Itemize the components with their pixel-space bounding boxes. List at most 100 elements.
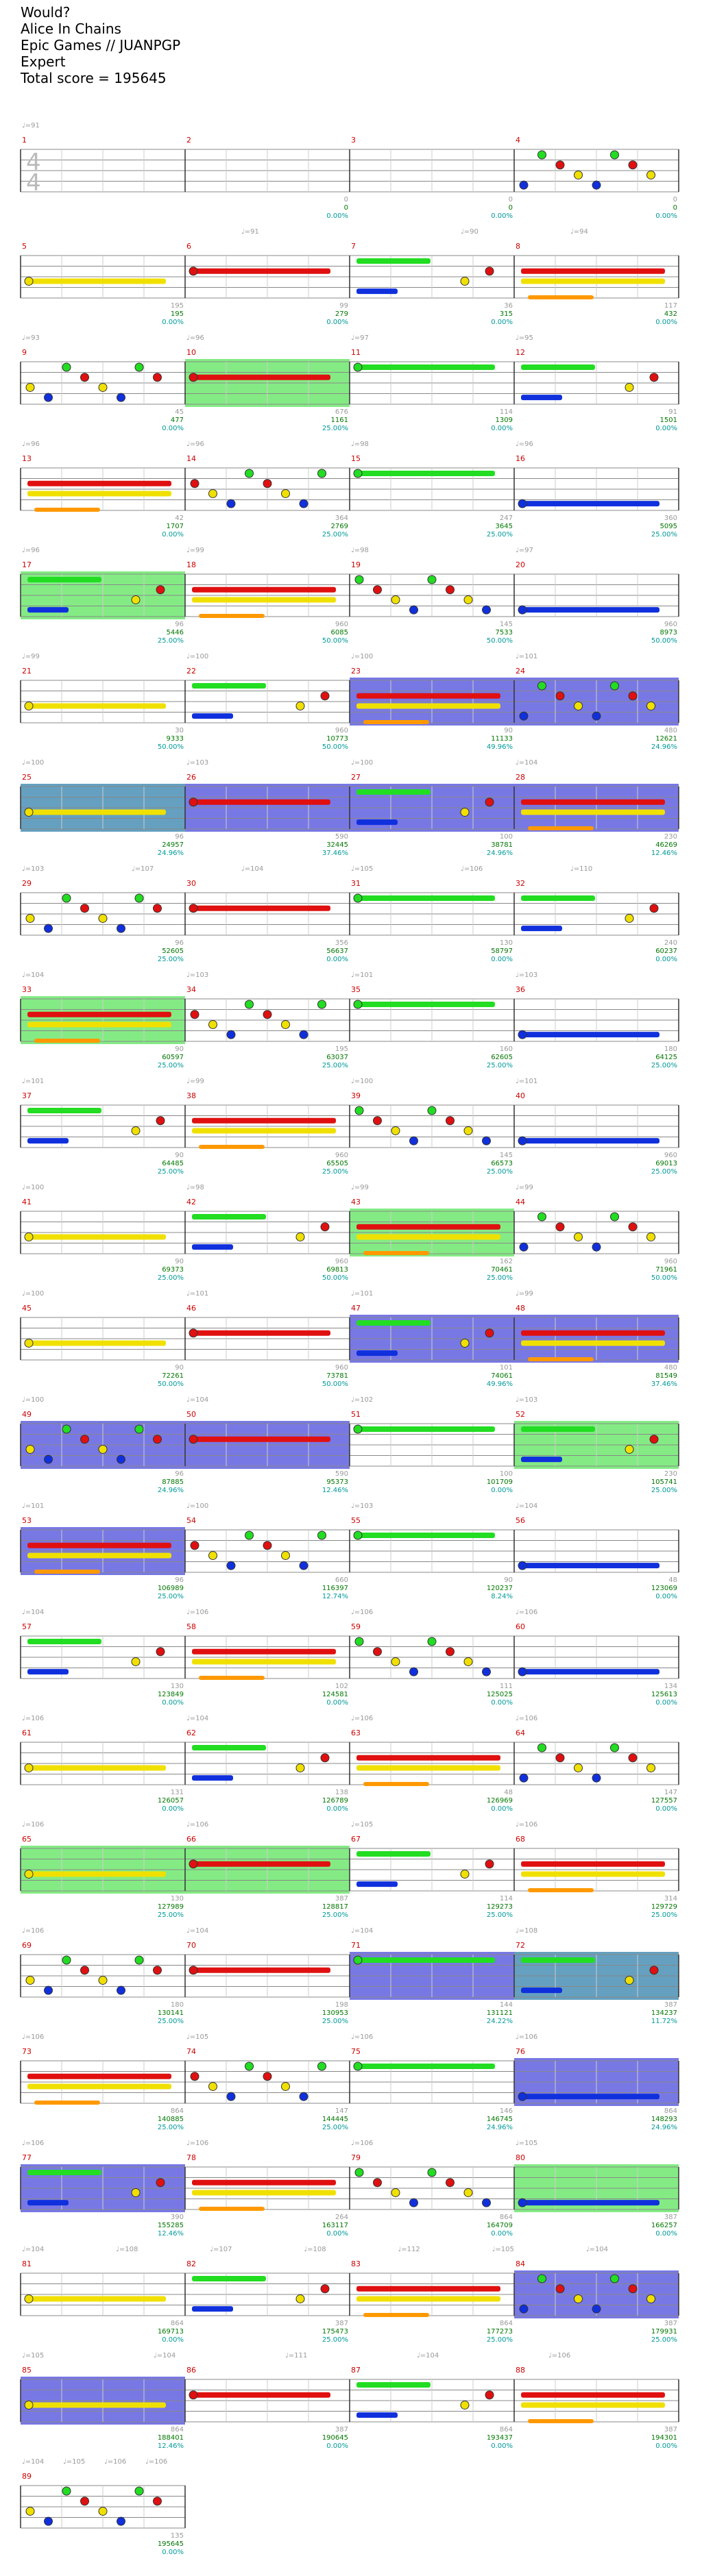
- measure-percent: 25.00%: [158, 1593, 184, 1600]
- measure-number: 33: [22, 985, 32, 994]
- note-gem: [446, 1116, 455, 1126]
- tempo-mark: ♩=107: [210, 2246, 232, 2253]
- tempo-mark: ♩=106: [104, 2458, 126, 2466]
- measure-number: 4: [516, 136, 520, 145]
- measure-total-score: 1309: [496, 417, 513, 424]
- measure-percent: 25.00%: [651, 1911, 677, 1919]
- measure-percent: 25.00%: [158, 637, 184, 645]
- measure-number: 72: [516, 1941, 525, 1950]
- tempo-mark: ♩=99: [186, 547, 204, 554]
- chart-row-21: ♩=104 ♩=108 ♩=107 ♩=108 ♩=112 ♩=105 ♩=104 81 864…: [20, 2246, 679, 2344]
- note-gem: [625, 913, 634, 923]
- note-gem: [519, 2304, 529, 2314]
- sustain-note: [34, 508, 100, 512]
- chart-row-19: ♩=106 ♩=105 ♩=106 ♩=1067386414088525.00%741…: [20, 2033, 679, 2131]
- measure-note-score: 117: [664, 302, 677, 310]
- measure-total-score: 126789: [322, 1797, 348, 1805]
- tempo-mark: ♩=104: [241, 865, 263, 873]
- sustain-note: [521, 395, 562, 401]
- measure-total-score: 10773: [326, 735, 348, 743]
- measure-number: 84: [516, 2259, 525, 2268]
- sustain-note: [193, 905, 330, 911]
- note-gem: [25, 2506, 35, 2516]
- measure-total-score: 12621: [655, 735, 677, 743]
- tempo-mark: ♩=96: [186, 441, 204, 448]
- measure-number: 71: [351, 1941, 361, 1950]
- sustain-note: [356, 1755, 500, 1761]
- tempo-mark: ♩=104: [22, 1609, 44, 1616]
- sustain-note: [193, 268, 330, 274]
- note-gem: [156, 1647, 165, 1657]
- sustain-note: [521, 278, 665, 284]
- note-gem: [62, 1424, 71, 1434]
- measure-percent: 50.00%: [322, 637, 348, 645]
- measure-percent: 0.00%: [655, 319, 677, 326]
- measure-note-score: 90: [175, 1258, 184, 1265]
- measure-percent: 0.00%: [491, 1805, 513, 1813]
- measure-total-score: 129729: [651, 1903, 677, 1911]
- note-gem: [427, 575, 437, 584]
- measure-total-score: 148293: [651, 2116, 677, 2123]
- measure-number: 86: [186, 2366, 196, 2375]
- measure-note-score: 195: [171, 302, 184, 310]
- measure-number: 78: [186, 2153, 196, 2162]
- note-gem: [117, 2516, 125, 2526]
- measure-note-score: 114: [500, 408, 513, 416]
- measure-total-score: 125613: [651, 1691, 677, 1698]
- measure-total-score: 87885: [162, 1478, 184, 1486]
- measure-percent: 25.00%: [322, 531, 348, 538]
- measure-total-score: 81549: [655, 1372, 677, 1380]
- note-gem: [537, 2274, 546, 2283]
- tempo-mark: ♩=99: [516, 1184, 533, 1191]
- measure-number: 22: [186, 667, 196, 676]
- note-gem: [353, 362, 363, 372]
- tempo-mark: ♩=104: [186, 1396, 208, 1404]
- measure-number: 41: [22, 1198, 32, 1206]
- note-gem: [574, 1232, 583, 1241]
- measure-note-score: 45: [175, 408, 184, 416]
- note-gem: [537, 150, 546, 160]
- note-gem: [574, 701, 583, 710]
- note-gem: [62, 2486, 71, 2496]
- measure-percent: 49.96%: [487, 743, 513, 751]
- measure-percent: 25.00%: [651, 1168, 677, 1176]
- tempo-mark: ♩=100: [186, 1502, 208, 1510]
- tempo-mark: ♩=100: [351, 759, 373, 767]
- measure-number: 40: [516, 1091, 525, 1100]
- note-gem: [134, 1955, 144, 1965]
- note-gem: [226, 1561, 236, 1570]
- measure-total-score: 58797: [491, 948, 513, 955]
- song-title: Would?: [21, 4, 71, 21]
- note-gem: [537, 1743, 546, 1753]
- note-gem: [555, 1753, 565, 1763]
- measure-number: 83: [351, 2259, 361, 2268]
- note-gem: [190, 1541, 199, 1550]
- note-gem: [518, 1561, 527, 1570]
- measure-total-score: 38781: [491, 841, 513, 849]
- tempo-mark: ♩=106: [145, 2458, 167, 2466]
- sustain-note: [356, 1350, 398, 1357]
- measure-total-score: 166257: [651, 2222, 677, 2229]
- sustain-note: [192, 1659, 336, 1665]
- measure-note-score: 590: [335, 1470, 348, 1478]
- measure-percent: 0.00%: [655, 956, 677, 963]
- measure-note-score: 0: [509, 196, 513, 203]
- measure-total-score: 127989: [158, 1903, 184, 1911]
- tempo-mark: ♩=99: [22, 653, 40, 660]
- measure-total-score: 120237: [487, 1585, 513, 1592]
- measure-note-score: 230: [664, 833, 677, 841]
- tempo-mark: ♩=99: [516, 1290, 533, 1298]
- sustain-note: [363, 1251, 429, 1255]
- measure-note-score: 180: [664, 1045, 677, 1053]
- sustain-note: [192, 586, 336, 593]
- note-gem: [295, 701, 305, 710]
- tempo-mark: ♩=98: [186, 1184, 204, 1191]
- note-gem: [446, 585, 455, 595]
- note-gem: [131, 595, 141, 604]
- note-gem: [518, 2092, 527, 2101]
- measure-number: 20: [516, 560, 525, 569]
- note-gem: [299, 2092, 308, 2101]
- tempo-mark: ♩=96: [22, 441, 40, 448]
- measure-note-score: 360: [664, 515, 677, 522]
- measure-number: 5: [22, 242, 27, 251]
